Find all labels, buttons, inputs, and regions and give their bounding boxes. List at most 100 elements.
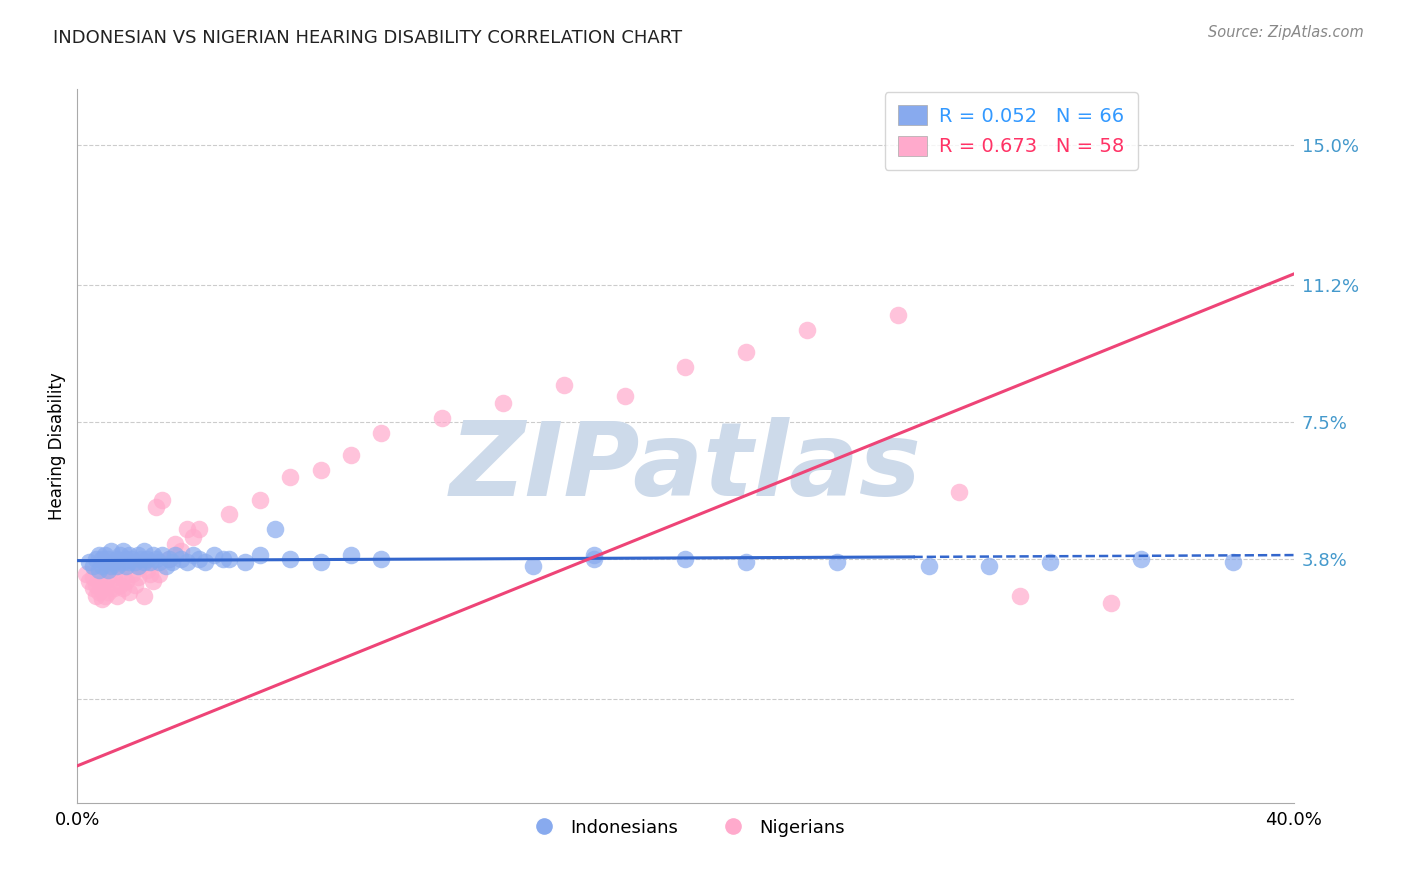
Point	[127, 559, 149, 574]
Point	[430, 411, 453, 425]
Point	[105, 551, 128, 566]
Point	[583, 551, 606, 566]
Point	[181, 548, 204, 562]
Point	[87, 548, 110, 562]
Point	[118, 556, 141, 570]
Point	[675, 359, 697, 374]
Text: ZIPatlas: ZIPatlas	[450, 417, 921, 518]
Point	[134, 556, 156, 570]
Point	[108, 577, 131, 591]
Point	[735, 556, 758, 570]
Point	[233, 556, 256, 570]
Point	[121, 551, 143, 566]
Point	[1039, 556, 1062, 570]
Point	[87, 570, 110, 584]
Point	[134, 544, 156, 558]
Legend: Indonesians, Nigerians: Indonesians, Nigerians	[519, 812, 852, 844]
Point	[979, 559, 1001, 574]
Point	[82, 559, 104, 574]
Point	[278, 470, 301, 484]
Point	[148, 556, 170, 570]
Point	[105, 559, 128, 574]
Point	[136, 563, 159, 577]
Point	[170, 544, 193, 558]
Point	[148, 566, 170, 581]
Point	[176, 556, 198, 570]
Point	[108, 548, 131, 562]
Point	[97, 551, 120, 566]
Point	[127, 548, 149, 562]
Point	[105, 589, 128, 603]
Point	[97, 570, 120, 584]
Point	[152, 548, 174, 562]
Point	[309, 556, 332, 570]
Point	[188, 522, 211, 536]
Point	[249, 548, 271, 562]
Point	[613, 389, 636, 403]
Point	[84, 577, 107, 591]
Point	[218, 508, 240, 522]
Point	[136, 551, 159, 566]
Point	[75, 566, 97, 581]
Text: Source: ZipAtlas.com: Source: ZipAtlas.com	[1208, 25, 1364, 40]
Point	[370, 551, 392, 566]
Point	[163, 537, 186, 551]
Point	[124, 577, 146, 591]
Point	[152, 492, 174, 507]
Point	[1222, 556, 1244, 570]
Point	[103, 556, 125, 570]
Point	[129, 559, 152, 574]
Point	[90, 592, 112, 607]
Point	[115, 559, 138, 574]
Point	[100, 559, 122, 574]
Point	[111, 544, 134, 558]
Point	[1099, 596, 1122, 610]
Point	[176, 522, 198, 536]
Point	[129, 551, 152, 566]
Point	[93, 577, 115, 591]
Point	[918, 559, 941, 574]
Point	[160, 556, 183, 570]
Point	[796, 322, 818, 336]
Point	[90, 582, 112, 596]
Point	[188, 551, 211, 566]
Point	[93, 548, 115, 562]
Point	[118, 548, 141, 562]
Point	[735, 344, 758, 359]
Point	[142, 574, 165, 588]
Point	[111, 570, 134, 584]
Point	[948, 485, 970, 500]
Point	[121, 566, 143, 581]
Point	[194, 556, 217, 570]
Point	[492, 396, 515, 410]
Point	[90, 559, 112, 574]
Point	[1130, 551, 1153, 566]
Point	[111, 556, 134, 570]
Point	[583, 548, 606, 562]
Point	[87, 585, 110, 599]
Point	[79, 556, 101, 570]
Point	[155, 559, 177, 574]
Point	[93, 589, 115, 603]
Point	[84, 589, 107, 603]
Text: INDONESIAN VS NIGERIAN HEARING DISABILITY CORRELATION CHART: INDONESIAN VS NIGERIAN HEARING DISABILIT…	[53, 29, 682, 46]
Point	[139, 556, 162, 570]
Point	[127, 570, 149, 584]
Point	[142, 548, 165, 562]
Point	[84, 551, 107, 566]
Point	[157, 551, 180, 566]
Point	[82, 582, 104, 596]
Point	[1008, 589, 1031, 603]
Point	[170, 551, 193, 566]
Point	[145, 500, 167, 514]
Point	[202, 548, 225, 562]
Y-axis label: Hearing Disability: Hearing Disability	[48, 372, 66, 520]
Point	[79, 574, 101, 588]
Point	[115, 551, 138, 566]
Point	[97, 585, 120, 599]
Point	[309, 463, 332, 477]
Point	[103, 582, 125, 596]
Point	[105, 559, 128, 574]
Point	[97, 563, 120, 577]
Point	[218, 551, 240, 566]
